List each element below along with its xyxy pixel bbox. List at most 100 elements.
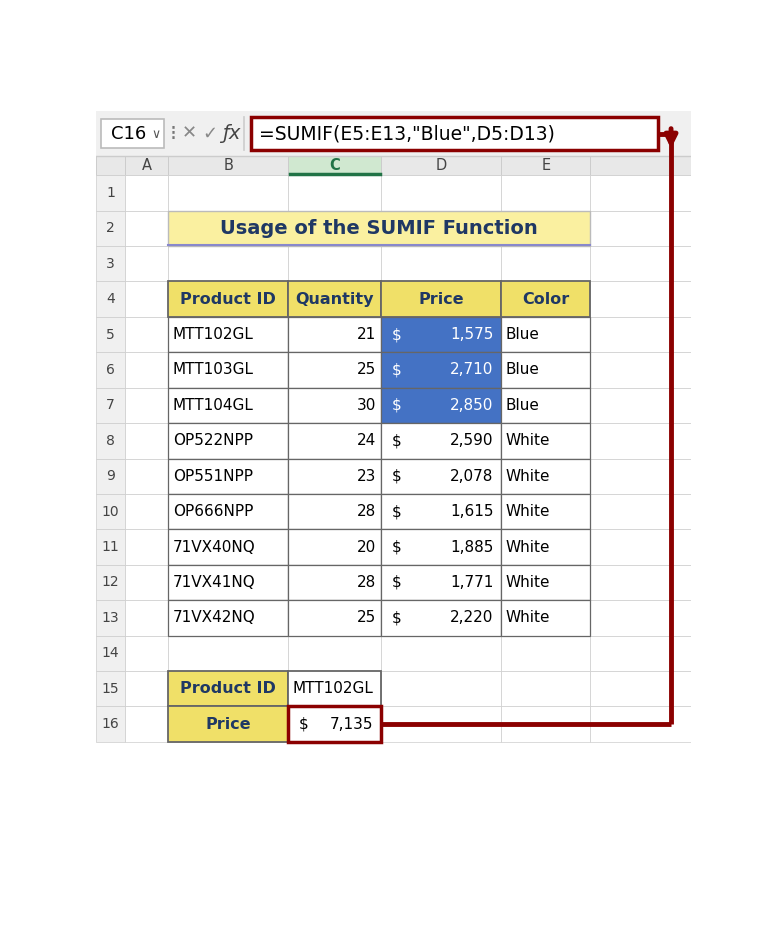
Bar bbox=[96, 352, 125, 387]
Bar bbox=[288, 706, 381, 742]
Text: ⁝: ⁝ bbox=[169, 123, 176, 144]
Text: 25: 25 bbox=[357, 362, 376, 377]
Bar bbox=[168, 600, 288, 636]
Text: 1,771: 1,771 bbox=[450, 575, 494, 590]
Bar bbox=[502, 494, 591, 529]
Text: 28: 28 bbox=[357, 504, 376, 519]
Text: White: White bbox=[506, 610, 551, 626]
Bar bbox=[168, 459, 288, 494]
Bar bbox=[288, 246, 381, 282]
Text: MTT102GL: MTT102GL bbox=[293, 681, 374, 696]
Bar bbox=[168, 352, 288, 387]
Bar bbox=[381, 352, 502, 387]
Bar bbox=[502, 156, 591, 175]
Text: 5: 5 bbox=[106, 327, 115, 341]
Bar bbox=[502, 175, 591, 210]
Text: C16: C16 bbox=[111, 124, 146, 143]
Bar bbox=[96, 156, 125, 175]
Bar bbox=[101, 119, 164, 148]
Bar bbox=[591, 282, 691, 317]
Text: $: $ bbox=[299, 717, 309, 731]
Bar bbox=[288, 352, 381, 387]
Bar bbox=[288, 565, 381, 600]
Bar bbox=[502, 317, 591, 352]
Bar bbox=[288, 494, 381, 529]
Text: C: C bbox=[329, 158, 340, 173]
Text: $: $ bbox=[392, 362, 402, 377]
Bar bbox=[502, 459, 591, 494]
Bar bbox=[125, 156, 168, 175]
Text: B: B bbox=[223, 158, 233, 173]
Bar bbox=[381, 352, 502, 387]
Bar bbox=[591, 565, 691, 600]
Text: Price: Price bbox=[205, 717, 251, 731]
Text: 15: 15 bbox=[102, 681, 120, 696]
Bar bbox=[288, 459, 381, 494]
Bar bbox=[96, 387, 125, 423]
Text: 71VX40NQ: 71VX40NQ bbox=[173, 540, 256, 554]
Bar bbox=[381, 317, 502, 352]
Text: Price: Price bbox=[419, 292, 464, 307]
Bar bbox=[125, 317, 168, 352]
Text: 3: 3 bbox=[106, 257, 115, 271]
Bar bbox=[125, 529, 168, 565]
Bar bbox=[168, 282, 288, 317]
Bar bbox=[96, 423, 125, 459]
Bar bbox=[168, 210, 288, 246]
Bar bbox=[591, 636, 691, 671]
Bar bbox=[96, 529, 125, 565]
Bar bbox=[381, 529, 502, 565]
Bar bbox=[288, 175, 381, 210]
Bar bbox=[591, 246, 691, 282]
Bar bbox=[96, 317, 125, 352]
Bar bbox=[381, 600, 502, 636]
Bar bbox=[168, 636, 288, 671]
Text: MTT102GL: MTT102GL bbox=[173, 327, 253, 342]
Bar bbox=[502, 494, 591, 529]
Bar bbox=[502, 529, 591, 565]
Bar bbox=[168, 565, 288, 600]
Bar bbox=[125, 565, 168, 600]
Bar bbox=[591, 352, 691, 387]
Bar bbox=[381, 423, 502, 459]
Bar bbox=[288, 636, 381, 671]
Bar bbox=[381, 565, 502, 600]
Bar bbox=[125, 246, 168, 282]
Text: 23: 23 bbox=[357, 469, 376, 484]
Bar bbox=[168, 210, 591, 246]
Text: 10: 10 bbox=[102, 504, 120, 518]
Bar bbox=[381, 565, 502, 600]
Text: 1,885: 1,885 bbox=[450, 540, 494, 554]
Bar bbox=[168, 282, 288, 317]
Bar bbox=[381, 387, 502, 423]
Bar bbox=[381, 210, 502, 246]
Text: $: $ bbox=[392, 433, 402, 449]
Text: 28: 28 bbox=[357, 575, 376, 590]
Text: =SUMIF(E5:E13,"Blue",D5:D13): =SUMIF(E5:E13,"Blue",D5:D13) bbox=[259, 124, 554, 143]
Bar bbox=[125, 459, 168, 494]
Text: 1,615: 1,615 bbox=[450, 504, 494, 519]
Text: A: A bbox=[142, 158, 152, 173]
Text: 6: 6 bbox=[106, 363, 115, 377]
Text: 30: 30 bbox=[357, 398, 376, 413]
Bar bbox=[502, 246, 591, 282]
Bar bbox=[168, 706, 288, 742]
Text: White: White bbox=[506, 469, 551, 484]
Bar bbox=[168, 565, 288, 600]
Text: 2,710: 2,710 bbox=[450, 362, 494, 377]
Bar bbox=[125, 352, 168, 387]
Bar bbox=[288, 387, 381, 423]
Text: 7,135: 7,135 bbox=[330, 717, 373, 731]
Bar bbox=[502, 210, 591, 246]
Text: 1,575: 1,575 bbox=[450, 327, 494, 342]
Bar bbox=[168, 317, 288, 352]
Bar bbox=[125, 494, 168, 529]
Bar bbox=[168, 600, 288, 636]
Bar bbox=[288, 494, 381, 529]
Text: $: $ bbox=[392, 540, 402, 554]
Bar bbox=[168, 671, 288, 706]
Bar bbox=[288, 317, 381, 352]
Text: 12: 12 bbox=[102, 576, 120, 590]
Bar bbox=[502, 282, 591, 317]
Text: Blue: Blue bbox=[506, 398, 540, 413]
